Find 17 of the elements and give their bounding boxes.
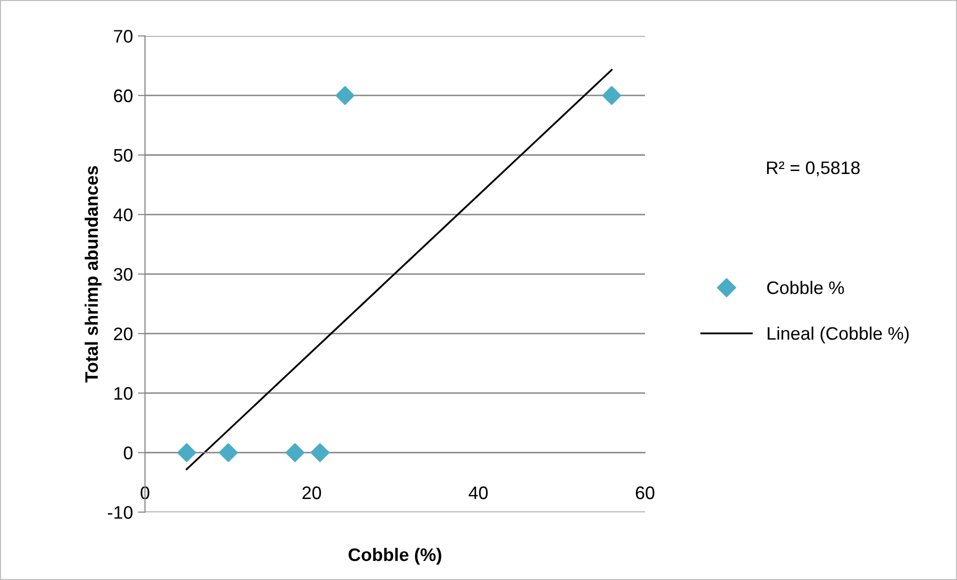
- y-tick-label: 30: [114, 268, 132, 281]
- x-axis-title: Cobble (%): [348, 548, 442, 565]
- y-tick-label: 20: [114, 328, 132, 340]
- y-tick-label: 0: [124, 446, 132, 460]
- y-tick-label: 60: [114, 89, 132, 102]
- y-tick-label: 70: [114, 30, 132, 43]
- y-tick-label: 50: [114, 148, 132, 162]
- y-tick-label: 40: [114, 208, 132, 222]
- x-tick-label: 20: [302, 486, 321, 500]
- x-tick-label: 40: [468, 486, 488, 500]
- x-tick-label: 60: [636, 486, 654, 500]
- legend-label: Cobble %: [767, 280, 844, 294]
- y-tick-label: 10: [114, 387, 132, 400]
- y-tick-label: -10: [108, 506, 132, 519]
- legend-label: Lineal (Cobble %): [768, 326, 909, 344]
- y-axis-title: Total shrimp abundances: [84, 166, 102, 383]
- text: R² = 0,5818: [767, 161, 860, 176]
